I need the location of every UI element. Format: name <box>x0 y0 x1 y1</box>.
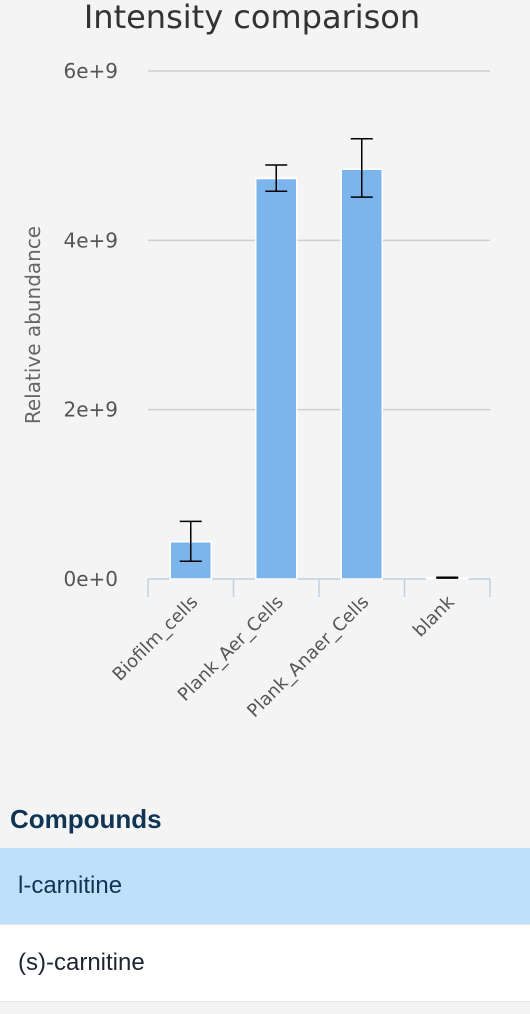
y-tick-label: 0e+0 <box>63 567 118 591</box>
compounds-title: Compounds <box>10 804 162 834</box>
compound-label: (s)-carnitine <box>18 949 145 976</box>
compounds-panel: Compounds l-carnitine (s)-carnitine <box>0 790 530 1002</box>
compound-list: l-carnitine (s)-carnitine <box>0 848 530 1002</box>
compound-item-s-carnitine[interactable]: (s)-carnitine <box>0 925 530 1002</box>
grid-lines <box>148 70 490 411</box>
compound-item-l-carnitine[interactable]: l-carnitine <box>0 848 530 925</box>
bar[interactable] <box>340 168 384 580</box>
error-bars <box>179 137 459 579</box>
bars <box>169 168 469 580</box>
y-axis-label: Relative abundance <box>21 226 45 424</box>
bar[interactable] <box>254 177 298 580</box>
y-tick-label: 6e+9 <box>63 59 118 83</box>
y-tick-label: 2e+9 <box>63 398 118 422</box>
x-tick-labels: Biofilm_cellsPlank_Aer_CellsPlank_Anaer_… <box>109 591 460 721</box>
chart-svg: Intensity comparison Relative abundance … <box>21 0 491 722</box>
y-tick-label: 4e+9 <box>63 228 118 252</box>
y-tick-labels: 0e+0 2e+9 4e+9 6e+9 <box>63 59 118 591</box>
x-tick-label: Biofilm_cells <box>109 592 203 686</box>
compound-label: l-carnitine <box>18 872 123 899</box>
x-tick-label: blank <box>409 591 459 641</box>
chart-title: Intensity comparison <box>84 0 420 36</box>
x-axis <box>147 578 491 597</box>
intensity-chart: Intensity comparison Relative abundance … <box>21 0 491 722</box>
